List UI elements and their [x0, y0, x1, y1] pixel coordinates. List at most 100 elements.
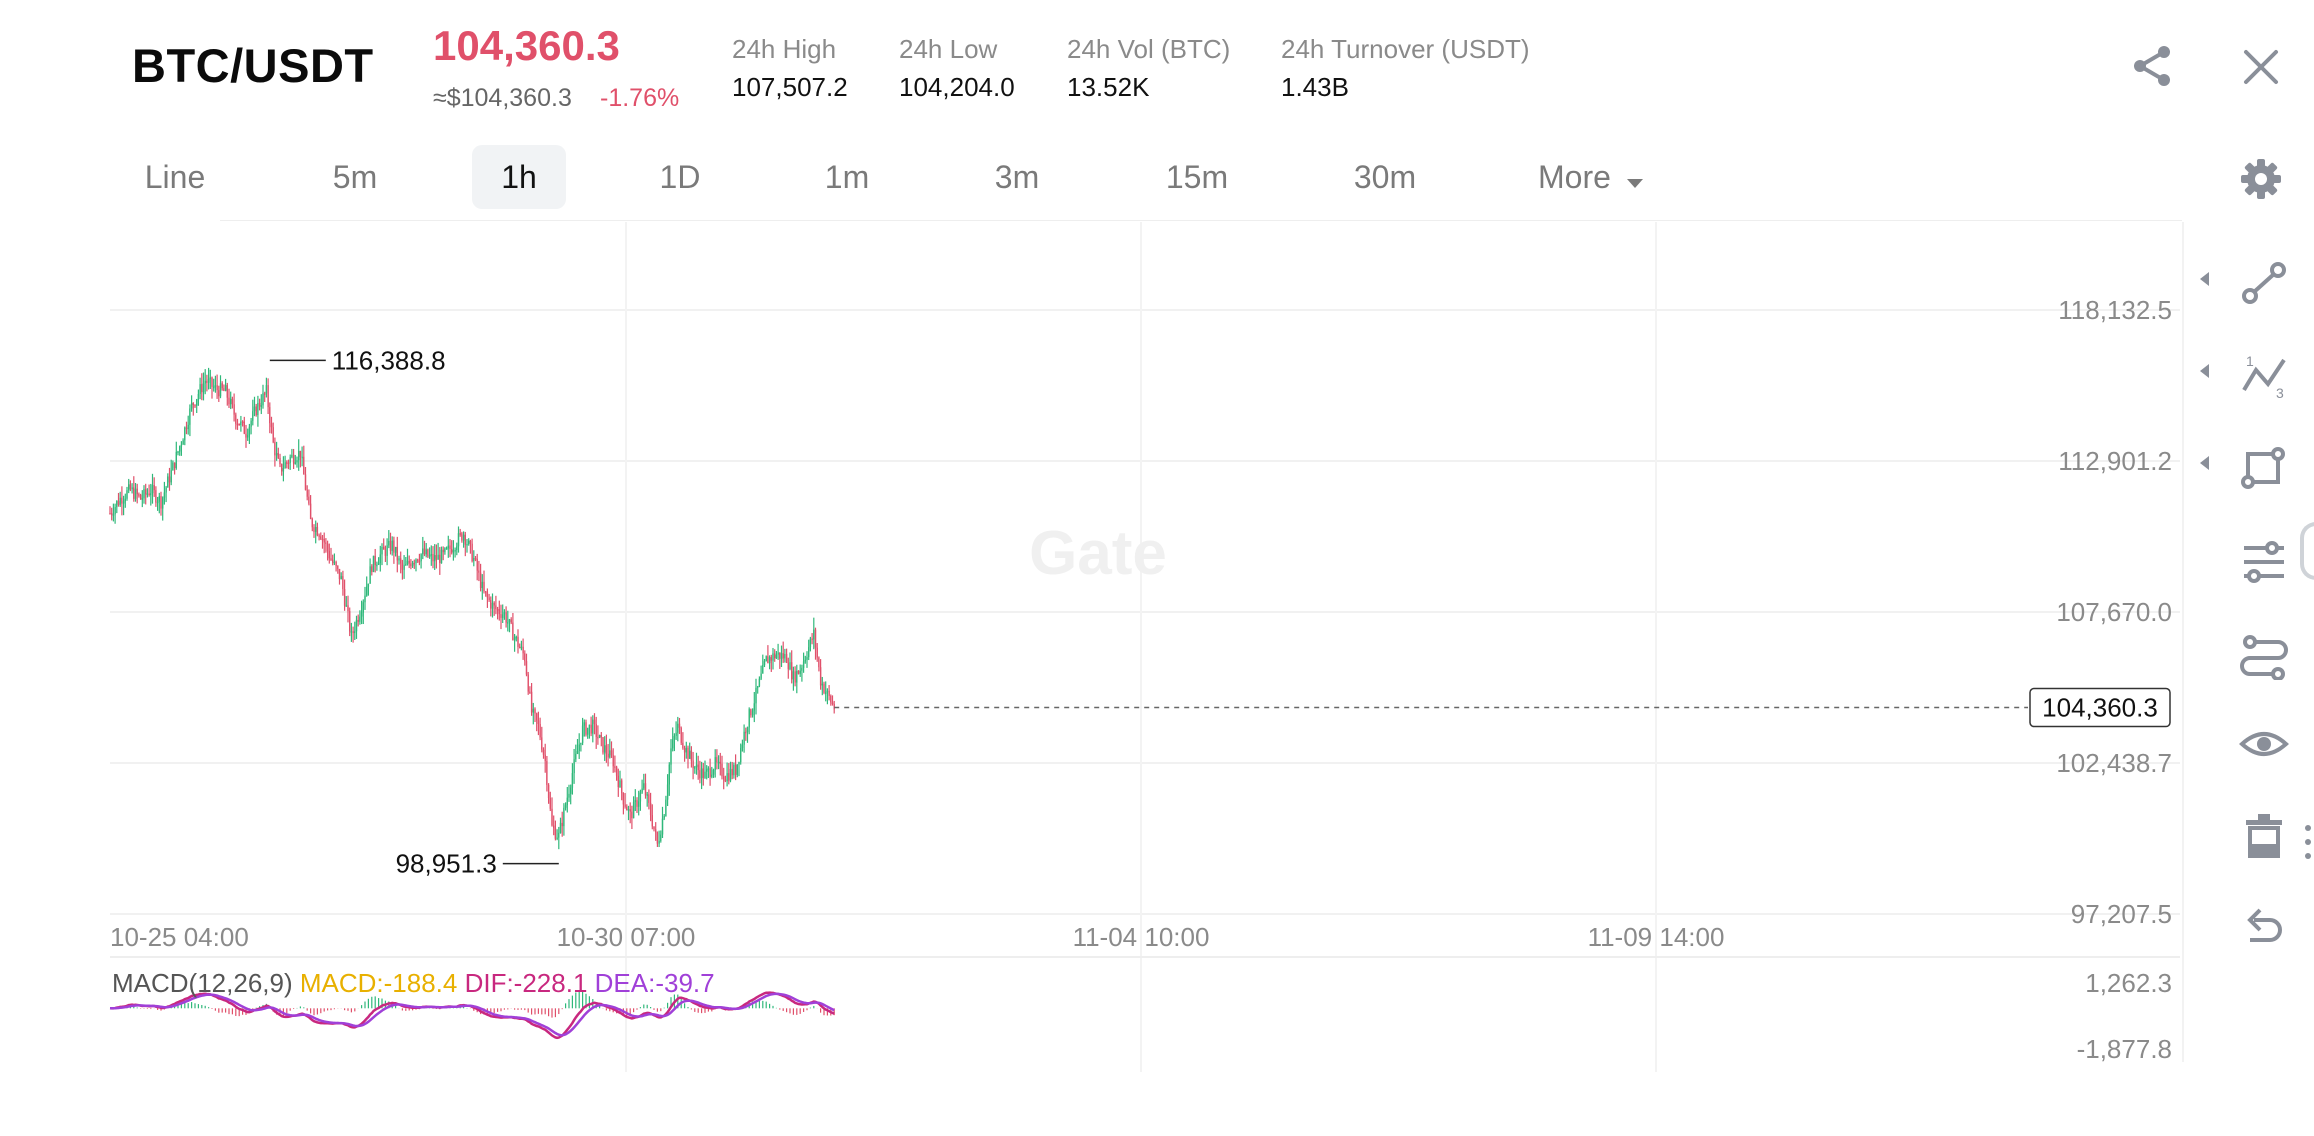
candle: [644, 783, 647, 796]
candle: [326, 543, 329, 552]
candle: [466, 543, 468, 546]
undo-icon[interactable]: [2236, 900, 2292, 956]
candle: [428, 555, 431, 557]
candle: [825, 692, 827, 694]
candle: [277, 453, 279, 458]
path-tool-icon[interactable]: [2236, 624, 2292, 681]
candle: [318, 535, 320, 537]
candle: [245, 433, 247, 438]
candle: [442, 549, 444, 553]
candle: [372, 555, 375, 572]
candle: [813, 629, 815, 640]
candle: [389, 540, 392, 551]
candle: [445, 548, 448, 550]
candle: [165, 487, 167, 493]
candle: [670, 748, 672, 765]
candle: [541, 737, 543, 750]
candle: [255, 406, 257, 416]
candle: [449, 545, 451, 550]
candle: [719, 761, 721, 764]
candle: [357, 619, 359, 622]
tab-30m[interactable]: 30m: [1353, 159, 1417, 195]
candle: [479, 572, 482, 589]
candle: [207, 378, 210, 383]
close-icon[interactable]: [2238, 44, 2284, 90]
candle: [570, 787, 572, 794]
candle: [405, 564, 407, 566]
candle: [447, 545, 449, 549]
candle: [170, 470, 172, 483]
candle: [247, 435, 249, 438]
trash-icon[interactable]: [2236, 808, 2292, 864]
tab-5m[interactable]: 5m: [332, 159, 378, 195]
tab-1m[interactable]: 1m: [824, 159, 870, 195]
candle: [622, 793, 625, 805]
candle: [393, 540, 395, 553]
tab-3m[interactable]: 3m: [994, 159, 1040, 195]
candle: [588, 724, 591, 728]
candle: [746, 727, 749, 733]
tab-line[interactable]: Line: [144, 159, 206, 195]
candle: [167, 476, 169, 488]
candle: [818, 657, 820, 668]
share-icon[interactable]: [2126, 40, 2178, 92]
candle: [502, 614, 504, 618]
candle: [542, 749, 545, 755]
expand-caret-icon[interactable]: [2200, 364, 2209, 378]
candle: [204, 380, 206, 384]
tab-1d[interactable]: 1D: [659, 159, 701, 195]
tab-15m[interactable]: 15m: [1165, 159, 1229, 195]
candle: [119, 497, 121, 505]
candle: [281, 464, 283, 472]
candle: [750, 709, 752, 716]
candle: [614, 766, 616, 768]
candle: [112, 514, 115, 516]
gear-icon[interactable]: [2236, 154, 2286, 204]
candle: [129, 484, 132, 490]
more-dropdown[interactable]: More: [1538, 145, 1644, 209]
candle: [634, 800, 636, 802]
candle: [595, 724, 597, 737]
shape-tool-icon[interactable]: [2236, 440, 2292, 496]
candle: [748, 709, 750, 728]
candle: [590, 724, 592, 734]
candle: [796, 670, 798, 683]
candle: [457, 533, 460, 547]
candle: [117, 501, 120, 505]
price-chart[interactable]: Gate 116,388.8 98,951.3 104,360.3 118,132.…: [0, 222, 2182, 1072]
visibility-eye-icon[interactable]: [2236, 716, 2292, 772]
candle: [537, 720, 540, 724]
candle: [496, 609, 499, 611]
line-tool-icon[interactable]: [2236, 256, 2292, 312]
candle: [340, 576, 342, 580]
candle: [316, 526, 319, 536]
expand-caret-icon[interactable]: [2200, 456, 2209, 470]
candle: [162, 497, 164, 509]
candle: [743, 731, 745, 745]
candle: [617, 775, 619, 788]
candle: [298, 450, 300, 461]
y-axis-tick: 118,132.5: [2058, 295, 2172, 325]
candle: [534, 708, 536, 714]
candle: [605, 745, 608, 754]
tab-1h[interactable]: 1h: [472, 145, 566, 209]
expand-caret-icon[interactable]: [2200, 272, 2209, 286]
more-dots-icon[interactable]: [2304, 822, 2312, 862]
candle: [685, 747, 687, 753]
candle: [214, 385, 217, 387]
candle: [680, 727, 682, 743]
candle: [121, 497, 123, 504]
stat-24h-low-value: 104,204.0: [899, 72, 1015, 102]
candle: [279, 457, 281, 465]
panel-edge-handle[interactable]: [2300, 522, 2314, 580]
candle: [503, 612, 506, 615]
candle: [593, 719, 596, 725]
candle: [510, 619, 512, 623]
candle: [632, 801, 635, 819]
candle: [551, 808, 553, 826]
candle: [515, 636, 517, 639]
indicator-sliders-icon[interactable]: [2236, 532, 2292, 588]
candle: [816, 647, 818, 658]
candle: [384, 549, 387, 556]
